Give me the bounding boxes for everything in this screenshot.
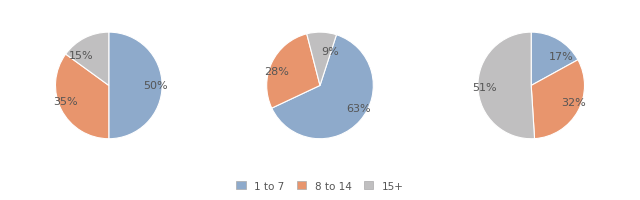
Wedge shape bbox=[66, 33, 109, 86]
Wedge shape bbox=[531, 33, 578, 86]
Text: 9%: 9% bbox=[321, 47, 339, 57]
Text: 50%: 50% bbox=[143, 81, 168, 91]
Wedge shape bbox=[531, 60, 584, 139]
Legend: 1 to 7, 8 to 14, 15+: 1 to 7, 8 to 14, 15+ bbox=[234, 179, 406, 193]
Text: 51%: 51% bbox=[472, 82, 497, 92]
Wedge shape bbox=[307, 33, 337, 86]
Text: 35%: 35% bbox=[53, 97, 78, 107]
Wedge shape bbox=[272, 36, 373, 139]
Text: 63%: 63% bbox=[346, 104, 371, 114]
Wedge shape bbox=[478, 33, 534, 139]
Text: 15%: 15% bbox=[68, 50, 93, 60]
Text: 32%: 32% bbox=[561, 98, 586, 108]
Wedge shape bbox=[267, 35, 320, 109]
Wedge shape bbox=[56, 55, 109, 139]
Text: 17%: 17% bbox=[549, 51, 573, 61]
Text: 28%: 28% bbox=[264, 66, 289, 76]
Wedge shape bbox=[109, 33, 162, 139]
